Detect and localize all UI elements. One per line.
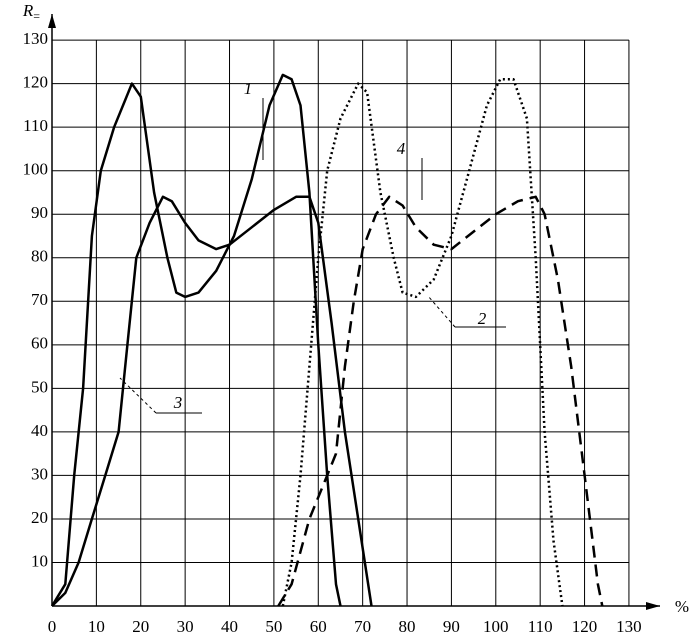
x-axis-arrow [646,602,660,610]
y-tick-label: 130 [23,29,49,48]
x-tick-label: 80 [399,617,416,636]
y-tick-label: 120 [23,73,49,92]
y-tick-label: 80 [31,247,48,266]
x-tick-label: 30 [177,617,194,636]
x-tick-label: 90 [443,617,460,636]
y-tick-label: 60 [31,334,48,353]
line-series [281,78,564,607]
label-leader [427,295,456,328]
y-axis-label-sub: = [33,9,40,23]
x-tick-label: 110 [528,617,553,636]
y-tick-label: 40 [31,421,48,440]
x-tick-label: 10 [88,617,105,636]
x-tick-label: 50 [265,617,282,636]
curve-label: 3 [173,393,183,412]
y-tick-label: 10 [31,551,48,570]
x-tick-label: 100 [483,617,509,636]
label-leader [119,377,157,414]
x-tick-label: 70 [354,617,371,636]
curve-label: 1 [244,79,253,98]
y-axis-label: R= [22,1,40,23]
y-tick-label: 100 [23,160,49,179]
x-tick-label: 20 [132,617,149,636]
y-axis-label-main: R [22,1,34,20]
y-axis-arrow [48,14,56,28]
x-tick-label: 40 [221,617,238,636]
line-series [277,195,604,607]
x-tick-label: 0 [48,617,57,636]
curve-label: 2 [478,309,487,328]
line-series [51,195,373,607]
curve-label: 4 [397,139,406,158]
line-series [50,73,342,607]
y-tick-label: 30 [31,464,48,483]
y-tick-label: 110 [23,116,48,135]
y-tick-label: 20 [31,508,48,527]
y-tick-label: 50 [31,377,48,396]
x-tick-label: 120 [572,617,598,636]
y-tick-label: 70 [31,290,48,309]
x-axis-label: % [675,597,689,616]
y-tick-label: 90 [31,203,48,222]
x-tick-label: 130 [616,617,642,636]
x-tick-label: 60 [310,617,327,636]
